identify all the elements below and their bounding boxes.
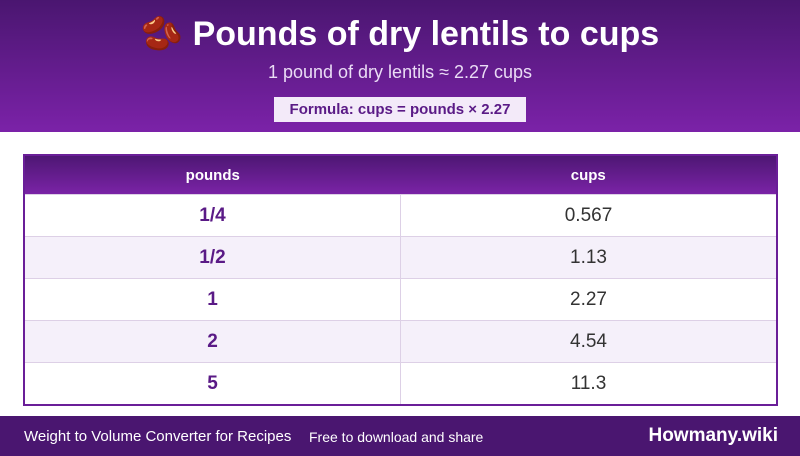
conversion-table: pounds cups 1/4 0.567 1/2 1.13 1 2.27 2 4.54 5 11.…: [23, 154, 778, 406]
header: 🫘 Pounds of dry lentils to cups 1 pound …: [0, 0, 800, 132]
pounds-cell: 1/2: [24, 236, 401, 279]
footer: Weight to Volume Converter for Recipes F…: [0, 416, 800, 456]
table-row: 1/2 1.13: [24, 236, 777, 279]
pounds-cell: 5: [24, 362, 401, 405]
table-row: 2 4.54: [24, 320, 777, 363]
cups-cell: 0.567: [400, 194, 777, 237]
formula: Formula: cups = pounds × 2.27: [273, 97, 527, 122]
table-row: 1 2.27: [24, 278, 777, 321]
cups-cell: 4.54: [400, 320, 777, 363]
subtitle: 1 pound of dry lentils ≈ 2.27 cups: [267, 62, 533, 82]
column-header: pounds: [24, 155, 401, 195]
pounds-cell: 1: [24, 278, 401, 321]
brand[interactable]: Howmany.wiki: [648, 425, 778, 446]
footer-left: Weight to Volume Converter for Recipes: [24, 428, 292, 445]
pounds-cell: 1/4: [24, 194, 401, 237]
header-row: pounds cups: [24, 155, 777, 195]
table-body: 1/4 0.567 1/2 1.13 1 2.27 2 4.54 5 11.3: [24, 194, 777, 405]
pounds-cell: 2: [24, 320, 401, 363]
cups-cell: 1.13: [400, 236, 777, 279]
column-header: cups: [400, 155, 777, 195]
table-row: 1/4 0.567: [24, 194, 777, 237]
title: 🫘 Pounds of dry lentils to cups: [0, 0, 800, 54]
table-row: 5 11.3: [24, 362, 777, 405]
footer-middle: Free to download and share: [309, 429, 484, 445]
title-text: Pounds of dry lentils to cups: [192, 15, 660, 53]
cups-cell: 11.3: [400, 362, 777, 405]
cups-cell: 2.27: [400, 278, 777, 321]
icon: 🫘: [140, 15, 184, 53]
